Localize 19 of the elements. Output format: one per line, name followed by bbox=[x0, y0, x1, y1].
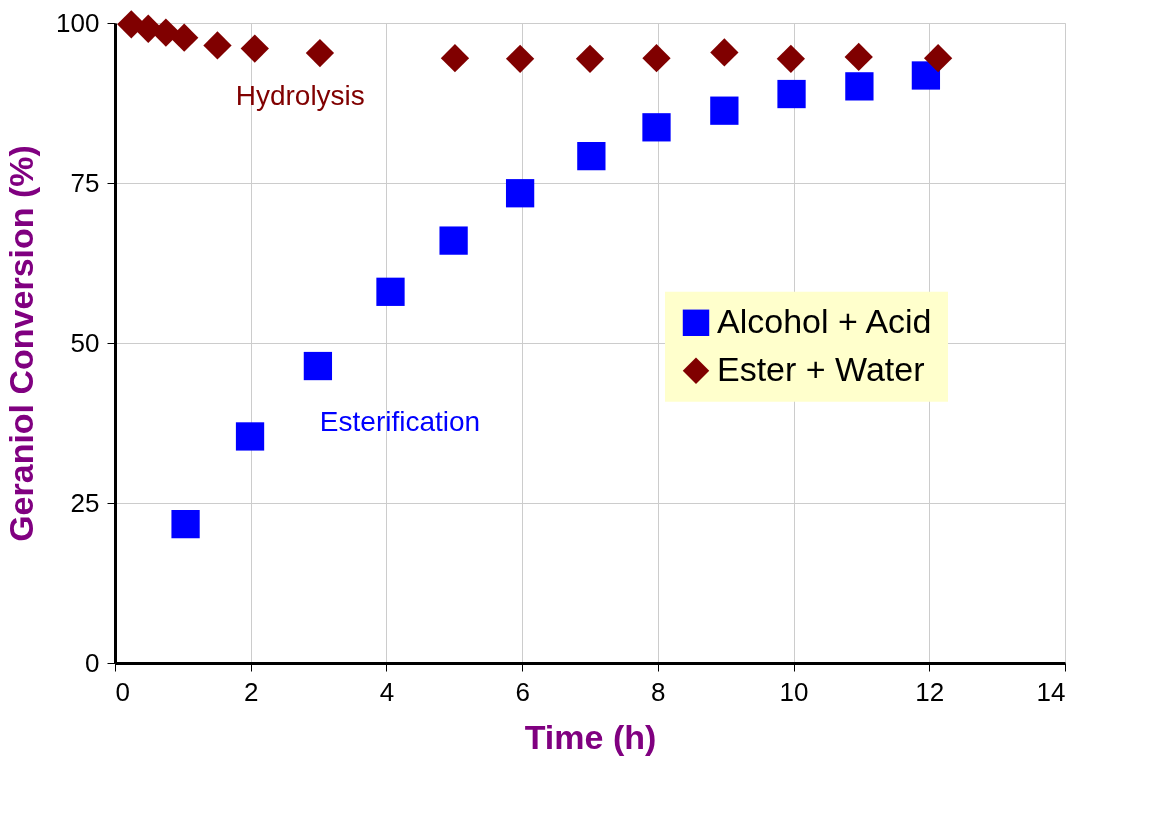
y-tick-label: 50 bbox=[70, 327, 100, 358]
x-tick-label: 12 bbox=[915, 676, 945, 707]
y-tick-label: 0 bbox=[85, 647, 100, 678]
x-tick-label: 2 bbox=[243, 676, 259, 707]
y-tick-label: 75 bbox=[70, 167, 100, 198]
x-tick-label: 14 bbox=[1036, 676, 1066, 707]
x-tick-label: 10 bbox=[779, 676, 809, 707]
legend-label: Alcohol + Acid bbox=[717, 301, 932, 340]
x-tick-label: 8 bbox=[651, 676, 666, 707]
y-tick-label: 25 bbox=[70, 487, 100, 518]
y-axis-title: Geraniol Conversion (%) bbox=[2, 145, 41, 542]
annotation: Esterification bbox=[319, 406, 481, 437]
x-tick-label: 6 bbox=[515, 676, 530, 707]
y-tick-label: 100 bbox=[56, 7, 100, 38]
x-axis-title: Time (h) bbox=[524, 717, 657, 756]
x-tick-label: 0 bbox=[115, 676, 130, 707]
annotation: Hydrolysis bbox=[235, 79, 365, 111]
legend-label: Ester + Water bbox=[717, 349, 925, 388]
x-tick-label: 4 bbox=[379, 676, 395, 707]
